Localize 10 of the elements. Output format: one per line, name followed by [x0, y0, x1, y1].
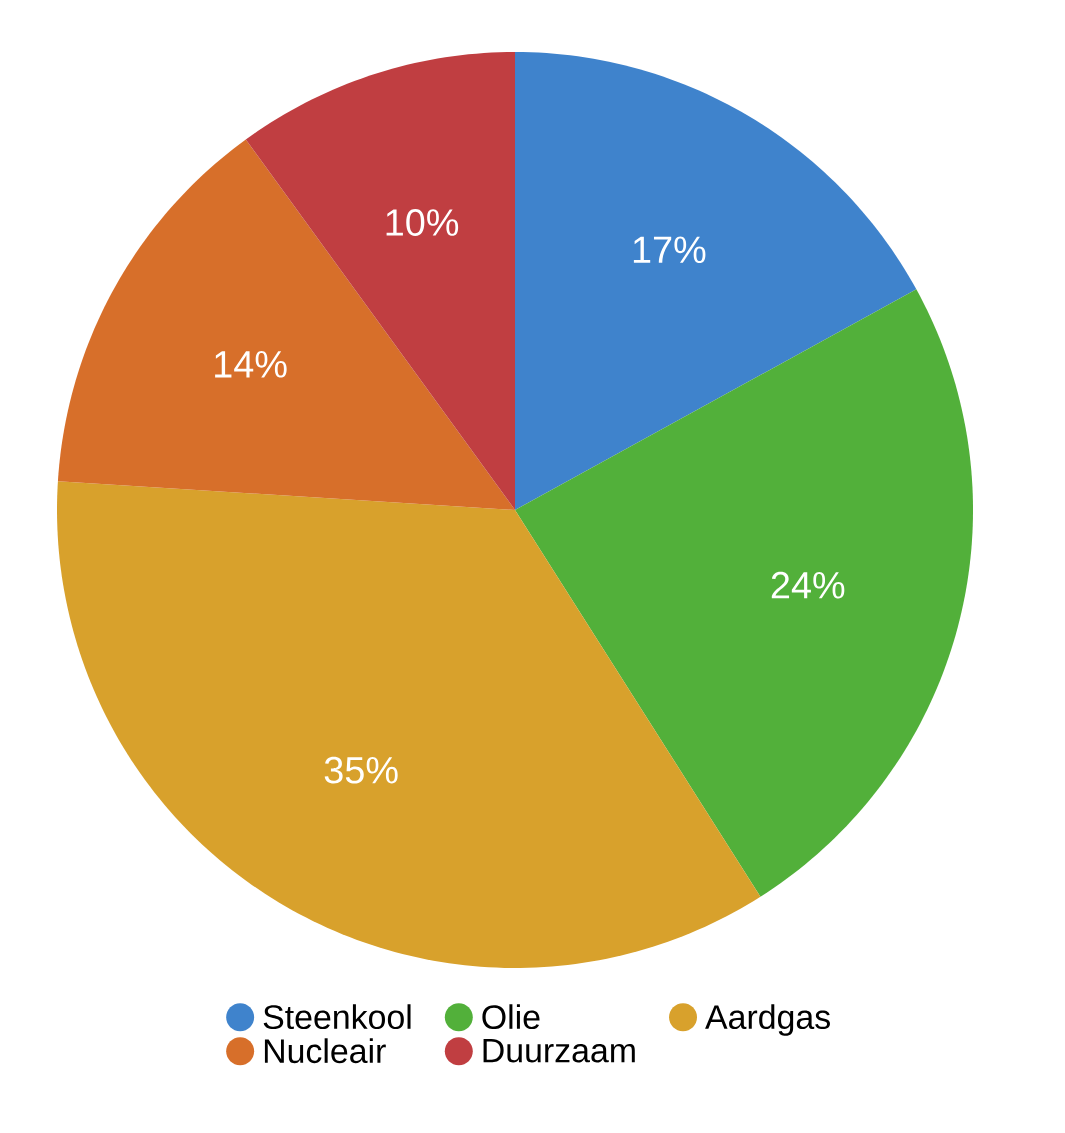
legend-label: Steenkool	[263, 1004, 411, 1030]
legend-label: Aardgas	[705, 1004, 830, 1036]
data-label: 17%	[633, 236, 706, 264]
data-label: 10%	[386, 209, 459, 236]
legend-label: Nucleair	[264, 1038, 386, 1064]
legend-label: Olie	[482, 1004, 540, 1030]
data-label: 35%	[324, 756, 398, 784]
data-label: 24%	[771, 571, 845, 599]
data-label: 14%	[215, 351, 287, 378]
legend-label: Duurzaam	[483, 1038, 635, 1063]
